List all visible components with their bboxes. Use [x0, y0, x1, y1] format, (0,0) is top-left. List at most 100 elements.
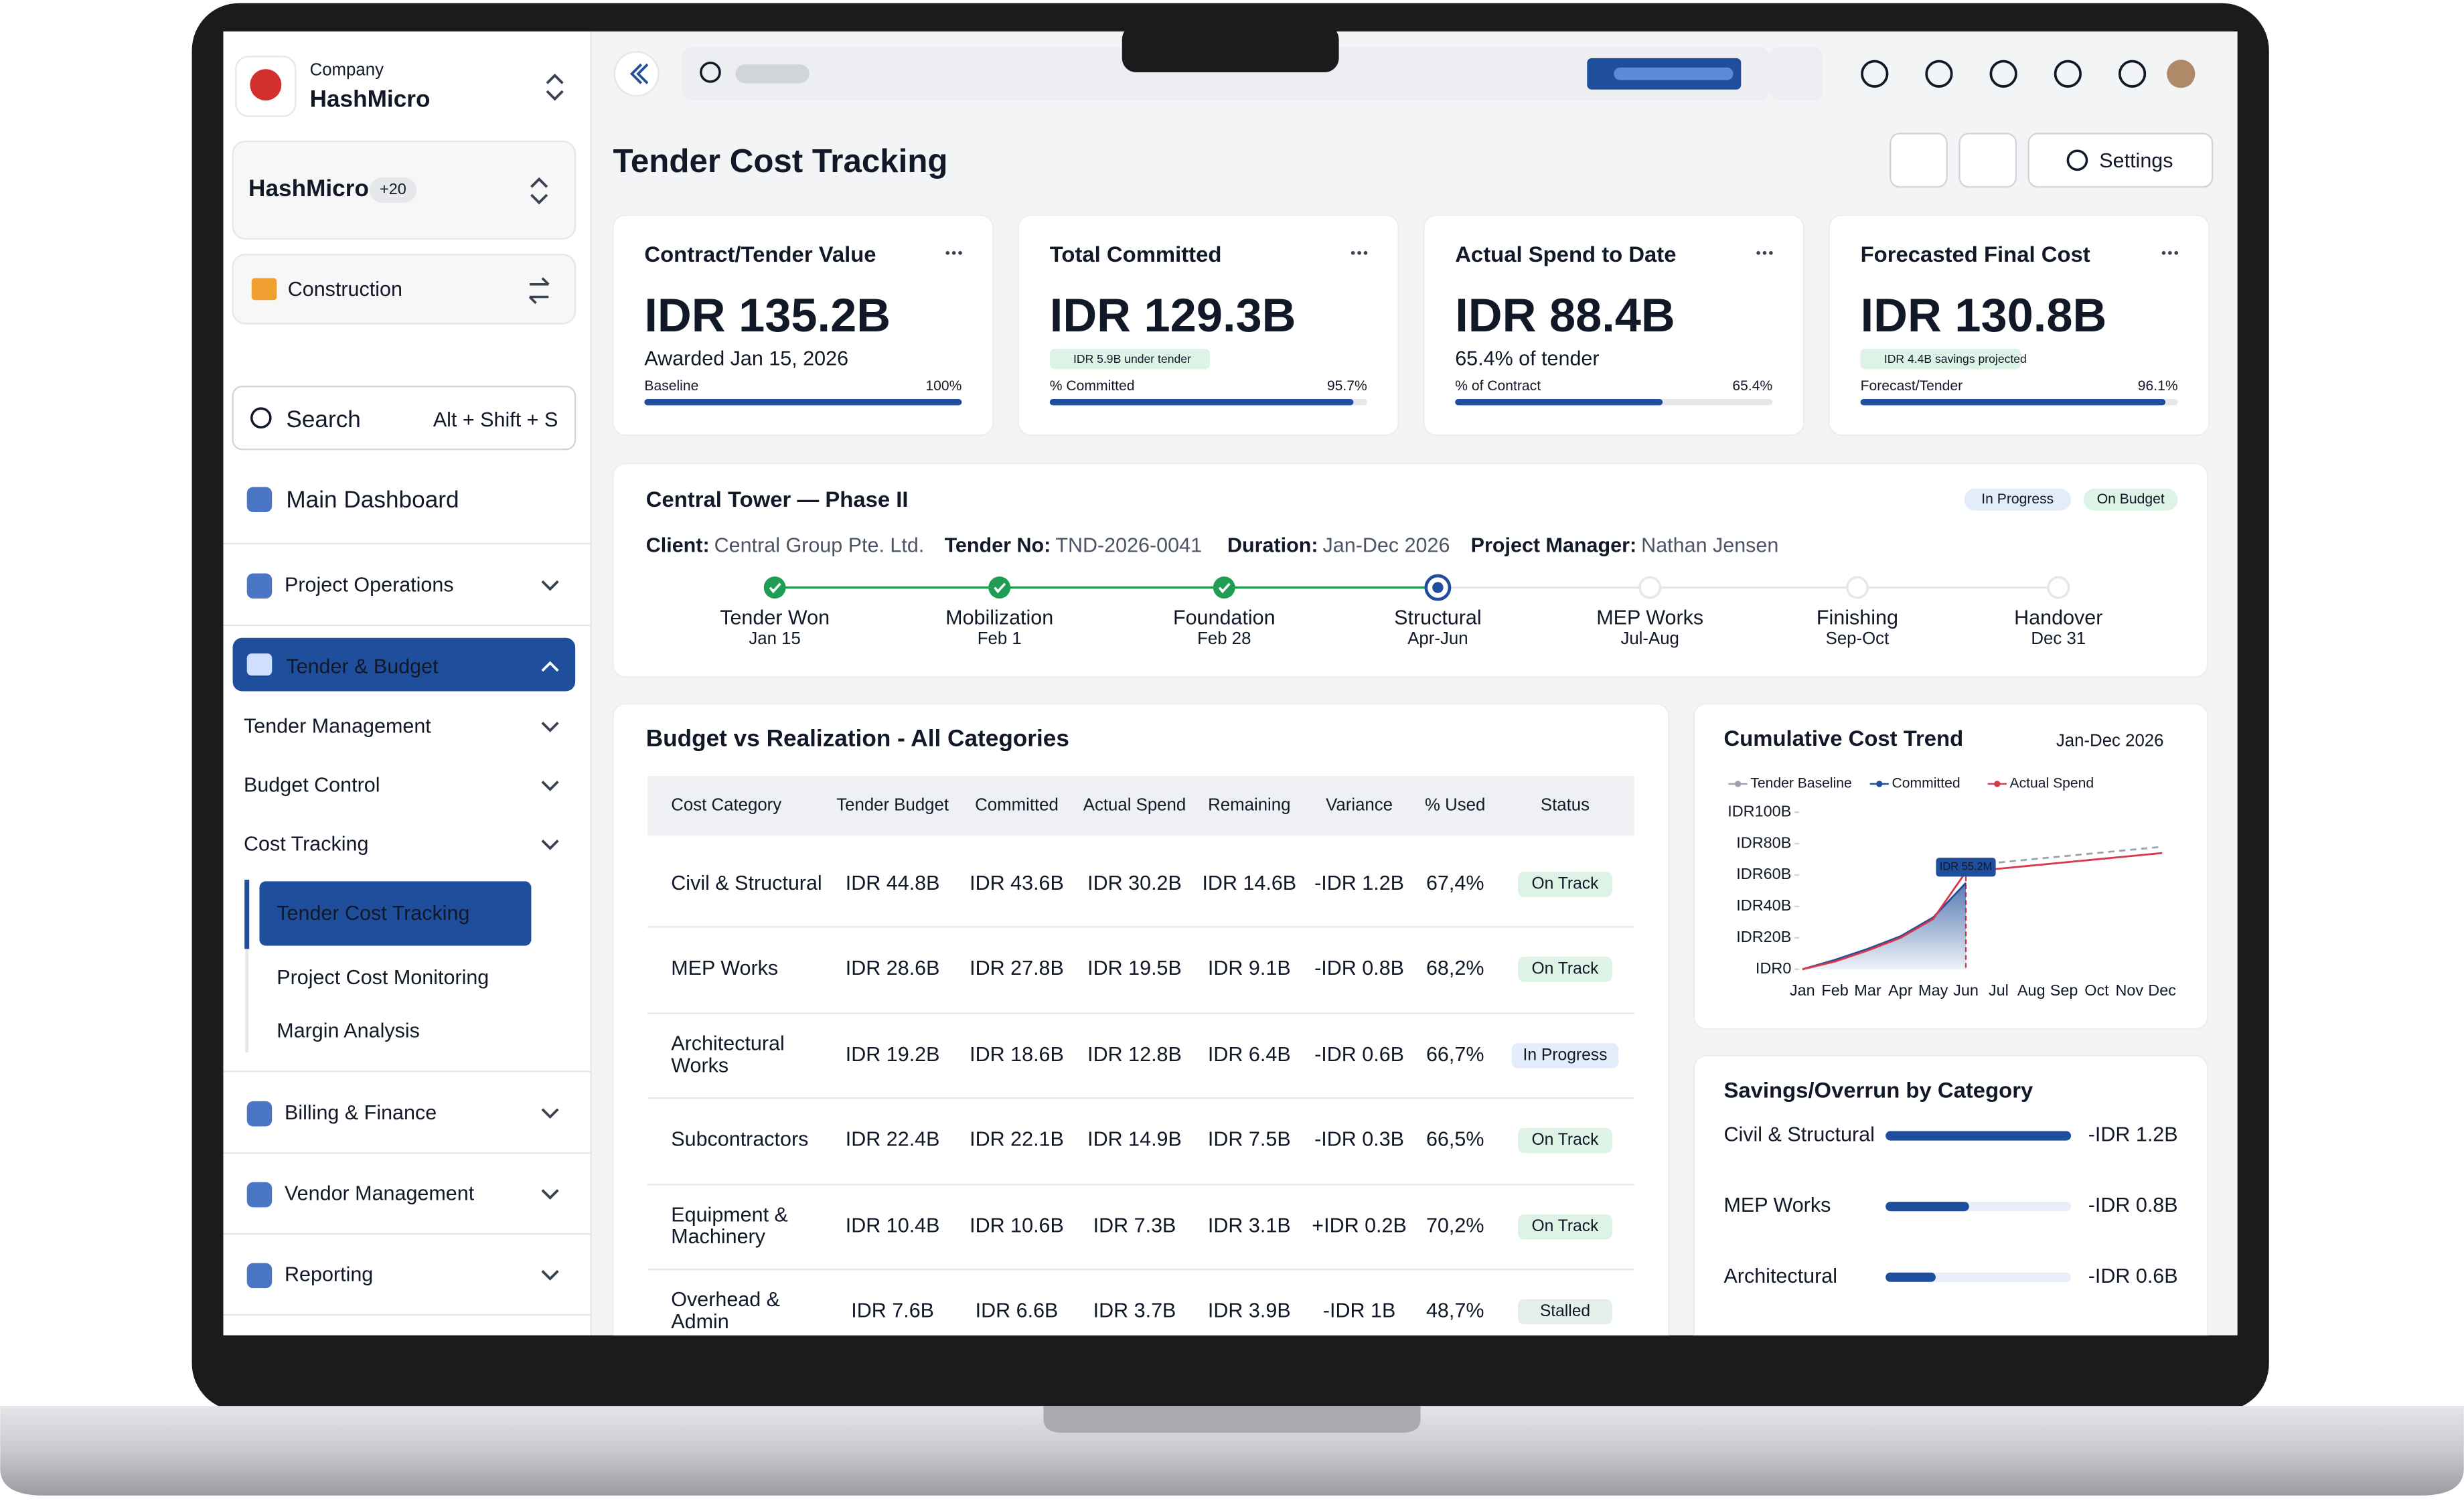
filter-skeleton — [1614, 67, 1734, 80]
toolbar-icon[interactable] — [2054, 60, 2082, 88]
project-card — [612, 463, 2209, 678]
chevron — [541, 722, 559, 732]
toolbar-icon[interactable] — [1861, 60, 1889, 88]
table-cell: 70,2% — [1426, 1214, 1484, 1237]
table-cell: IDR 10.4B — [846, 1214, 940, 1237]
tune-button[interactable] — [1769, 47, 1823, 101]
kpi-card — [1828, 214, 2210, 437]
chevron — [530, 193, 548, 205]
submenu-item: Cost Tracking — [244, 833, 368, 856]
x-tick-label: May — [1918, 981, 1948, 999]
toolbar-icon[interactable] — [1925, 60, 1953, 88]
search-icon — [250, 407, 272, 429]
category-cell: Works — [671, 1054, 728, 1077]
table-cell: IDR 19.5B — [1087, 957, 1182, 979]
milestone-date: Apr-Jun — [1407, 629, 1468, 648]
y-tick-label: IDR100B — [1727, 802, 1791, 819]
table-cell: IDR 7.5B — [1208, 1128, 1291, 1151]
chart-subtitle: Jan-Dec 2026 — [2056, 731, 2164, 750]
company-label: Company — [310, 60, 384, 79]
chevron — [541, 580, 559, 591]
module-card[interactable] — [232, 253, 576, 325]
chevron — [541, 1189, 559, 1200]
chevron — [541, 1108, 559, 1119]
search-box[interactable] — [232, 386, 576, 451]
nav-active[interactable] — [232, 637, 576, 692]
x-tick-label: Mar — [1854, 981, 1881, 999]
column-header: Cost Category — [671, 796, 781, 815]
toolbar-icon[interactable] — [1989, 60, 2017, 88]
page-title: Tender Cost Tracking — [613, 143, 947, 179]
table-cell: IDR 6.6B — [976, 1299, 1059, 1322]
table-cell: -IDR 1.2B — [1314, 872, 1404, 894]
settings-button[interactable] — [2027, 133, 2214, 188]
table-cell: IDR 22.4B — [846, 1128, 940, 1151]
table-cell: 48,7% — [1426, 1299, 1484, 1322]
submenu-item: Budget Control — [244, 774, 380, 797]
status-badge — [1518, 1127, 1612, 1154]
savings-name: Architectural — [1723, 1265, 1837, 1287]
savings-bar — [1885, 1131, 2072, 1141]
kpi-value: IDR 130.8B — [1861, 289, 2107, 341]
toolbar-icon[interactable] — [2118, 60, 2147, 88]
nav-item: Billing & Finance — [285, 1101, 437, 1124]
category-cell: Admin — [671, 1310, 728, 1333]
category-cell: Architectural — [671, 1032, 785, 1055]
milestone-done — [1213, 576, 1235, 599]
submenu-item: Margin Analysis — [277, 1020, 420, 1042]
avatar[interactable] — [2167, 60, 2196, 88]
savings-value: -IDR 0.8B — [2088, 1194, 2178, 1216]
table-cell: -IDR 1B — [1323, 1299, 1395, 1322]
milestone-done — [988, 576, 1011, 599]
project-field: Duration: Jan-Dec 2026 — [1227, 534, 1450, 557]
x-tick-label: Apr — [1888, 981, 1913, 999]
table-cell: 66,5% — [1426, 1128, 1484, 1151]
status-badge — [1518, 957, 1612, 982]
kpi-menu-dot — [1762, 250, 1767, 255]
kpi-badge — [1860, 348, 2021, 370]
milestone-name: Tender Won — [720, 607, 830, 629]
field-value: Nathan Jensen — [1641, 534, 1778, 557]
global-search[interactable] — [682, 47, 1770, 101]
kpi-bar — [1455, 399, 1663, 406]
search-shortcut: Alt + Shift + S — [433, 408, 558, 431]
milestone-date: Dec 31 — [2031, 629, 2086, 648]
milestone-name: Finishing — [1817, 607, 1898, 629]
status-badge-text: In Progress — [1523, 1046, 1608, 1064]
kpi-menu-dot — [1756, 250, 1760, 255]
x-tick-label: Oct — [2084, 981, 2109, 999]
category-cell: Subcontractors — [671, 1128, 808, 1151]
module-icon — [251, 278, 277, 301]
column-header: Actual Spend — [1083, 796, 1186, 815]
nav-icon — [246, 1263, 273, 1289]
status-badge — [1518, 872, 1612, 897]
chevron — [530, 177, 548, 188]
savings-value: -IDR 0.6B — [2088, 1265, 2178, 1287]
table-cell: IDR 3.9B — [1208, 1299, 1291, 1322]
search-skeleton — [735, 64, 810, 84]
header-button[interactable] — [1890, 133, 1948, 188]
savings-name: MEP Works — [1723, 1194, 1831, 1216]
kpi-bar-label: Baseline — [644, 378, 698, 394]
milestone-current-dot — [1432, 582, 1444, 593]
kpi-menu-dot — [951, 250, 956, 255]
table-cell: IDR 9.1B — [1208, 957, 1291, 979]
x-tick-label: Jul — [1989, 981, 2009, 999]
submenu-item: Project Cost Monitoring — [277, 966, 489, 989]
savings-name: Civil & Structural — [1723, 1123, 1874, 1146]
table-cell: IDR 19.2B — [846, 1043, 940, 1066]
nav-icon — [246, 1182, 273, 1208]
module-name: Construction — [288, 278, 402, 301]
nav-item: Main Dashboard — [286, 487, 459, 513]
chevron — [541, 661, 559, 672]
milestone-date: Sep-Oct — [1826, 629, 1890, 648]
kpi-menu-dot — [2161, 250, 2166, 255]
x-tick-label: Feb — [1821, 981, 1848, 999]
submenu-active[interactable] — [259, 881, 532, 946]
table-cell: IDR 6.4B — [1208, 1043, 1291, 1066]
milestone-name: Mobilization — [945, 607, 1053, 629]
milestone-pending — [1638, 576, 1662, 599]
header-button[interactable] — [1958, 133, 2017, 188]
kpi-value: IDR 88.4B — [1455, 289, 1675, 341]
